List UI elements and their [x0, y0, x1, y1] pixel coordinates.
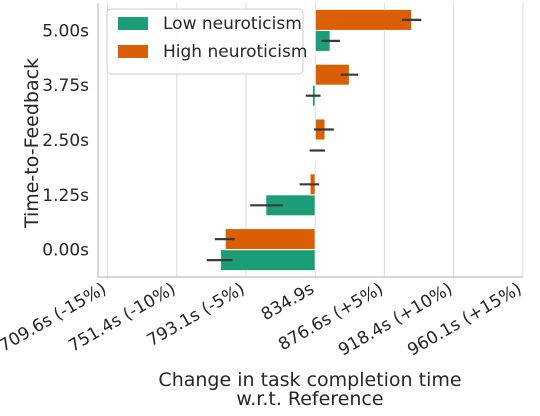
bar: [220, 249, 316, 272]
axes: [97, 3, 523, 278]
x-tick-label: 918.4s (+10%): [335, 279, 456, 360]
legend-swatch: [118, 17, 148, 30]
x-axis-title-line: w.r.t. Reference: [236, 388, 383, 410]
y-axis-title: Time-to-Feedback: [21, 58, 43, 229]
bar: [224, 228, 316, 251]
y-tick-labels: 5.00s 3.75s 2.50s 1.25s 0.00s: [42, 21, 89, 260]
legend-box: [106, 8, 304, 75]
error-bars: [206, 18, 422, 262]
legend-label: High neuroticism: [163, 42, 307, 62]
y-tick-label: 5.00s: [42, 21, 89, 41]
y-tick-label: 3.75s: [42, 76, 89, 96]
x-tick-label: 960.1s (+15%): [404, 279, 525, 360]
bar: [314, 8, 413, 31]
legend: Low neuroticism High neuroticism: [106, 8, 307, 75]
legend-label: Low neuroticism: [163, 14, 302, 34]
y-tick-label: 1.25s: [42, 186, 89, 206]
x-tick-labels: 709.6s (-15%)751.4s (-10%)793.1s (-5%) 83…: [0, 279, 525, 361]
y-tick-label: 2.50s: [42, 131, 89, 151]
legend-swatch: [118, 45, 148, 58]
x-axis-title: Change in task completion time w.r.t. Ref…: [158, 369, 461, 410]
y-tick-label: 0.00s: [42, 241, 89, 261]
x-axis-title-line: Change in task completion time: [158, 369, 461, 391]
